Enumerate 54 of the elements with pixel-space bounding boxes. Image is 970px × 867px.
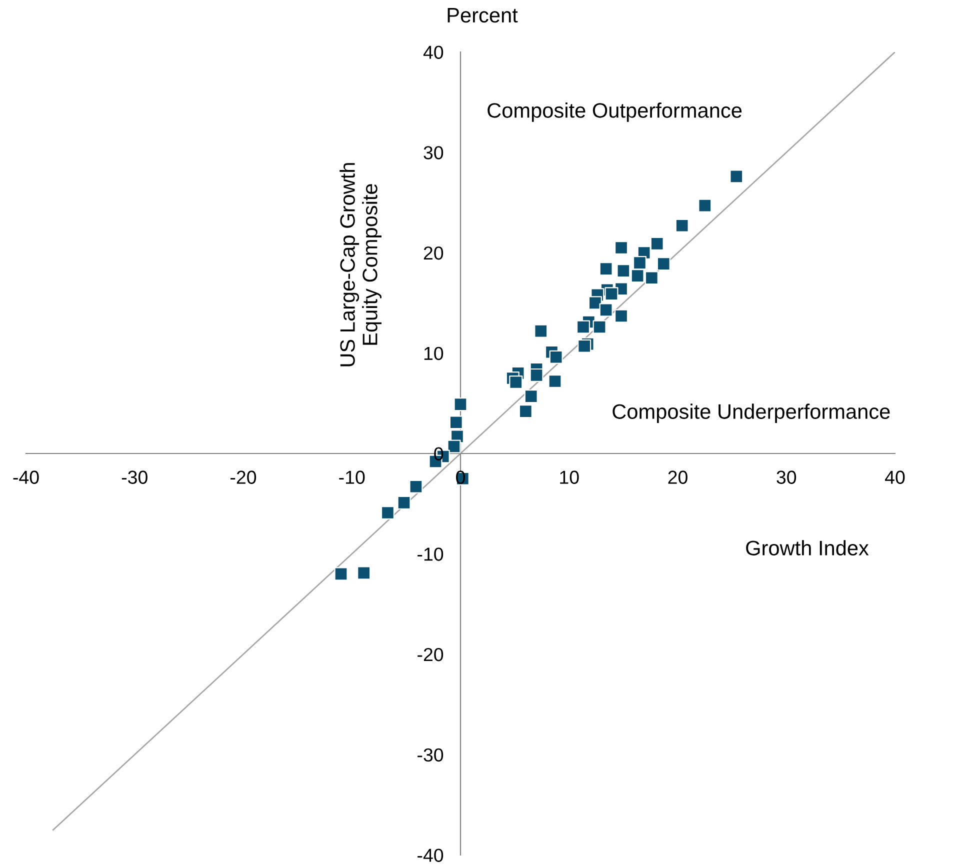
- point: [357, 566, 371, 580]
- point: [614, 309, 628, 323]
- point: [530, 368, 544, 382]
- chart-subtitle: Percent: [448, 8, 518, 23]
- point: [604, 287, 618, 301]
- y-tick-label: -40: [418, 848, 444, 862]
- point: [675, 218, 689, 232]
- point: [534, 324, 548, 338]
- x-tick-label: -30: [122, 470, 148, 484]
- point: [578, 339, 592, 353]
- point: [397, 496, 411, 510]
- point: [698, 198, 712, 212]
- point: [449, 416, 463, 430]
- annotation: Composite Underperformance: [612, 404, 890, 424]
- y-tick-label: 30: [424, 146, 444, 160]
- x-tick-label: -40: [13, 470, 39, 484]
- point: [447, 440, 461, 454]
- y-tick-label: 40: [423, 46, 444, 59]
- y-tick-label: 10: [424, 346, 444, 360]
- point: [454, 398, 468, 412]
- annotation: Composite Outperformance: [488, 102, 742, 122]
- point: [549, 350, 563, 364]
- point: [592, 320, 606, 334]
- point: [656, 257, 670, 271]
- point: [509, 375, 523, 389]
- point: [650, 236, 664, 250]
- point: [599, 303, 613, 317]
- y-tick-label: -20: [418, 648, 444, 662]
- x-tick-label: -20: [230, 470, 256, 484]
- point: [576, 320, 590, 334]
- x-tick-label: 30: [776, 470, 796, 484]
- point: [616, 264, 630, 278]
- point: [632, 256, 646, 270]
- point: [644, 271, 658, 285]
- point: [588, 296, 602, 310]
- y-axis-title: US Large-Cap Growth Equity Composite: [340, 163, 382, 366]
- point: [409, 480, 423, 494]
- x-tick-label: 40: [885, 470, 905, 484]
- x-tick-label: 20: [668, 470, 688, 484]
- x-tick-label: 10: [560, 470, 579, 484]
- point: [380, 506, 394, 520]
- y-tick-label: -30: [418, 748, 444, 762]
- point: [614, 240, 628, 254]
- point: [599, 262, 613, 276]
- y-tick-label: -10: [418, 548, 444, 561]
- point: [730, 170, 744, 184]
- point: [518, 404, 532, 418]
- point: [630, 269, 644, 283]
- y-tick-label: 20: [424, 246, 444, 260]
- x-tick-label: -10: [339, 470, 365, 484]
- x-axis-title: Growth Index: [746, 540, 869, 556]
- point: [334, 567, 348, 581]
- point: [524, 390, 538, 404]
- point: [548, 374, 562, 388]
